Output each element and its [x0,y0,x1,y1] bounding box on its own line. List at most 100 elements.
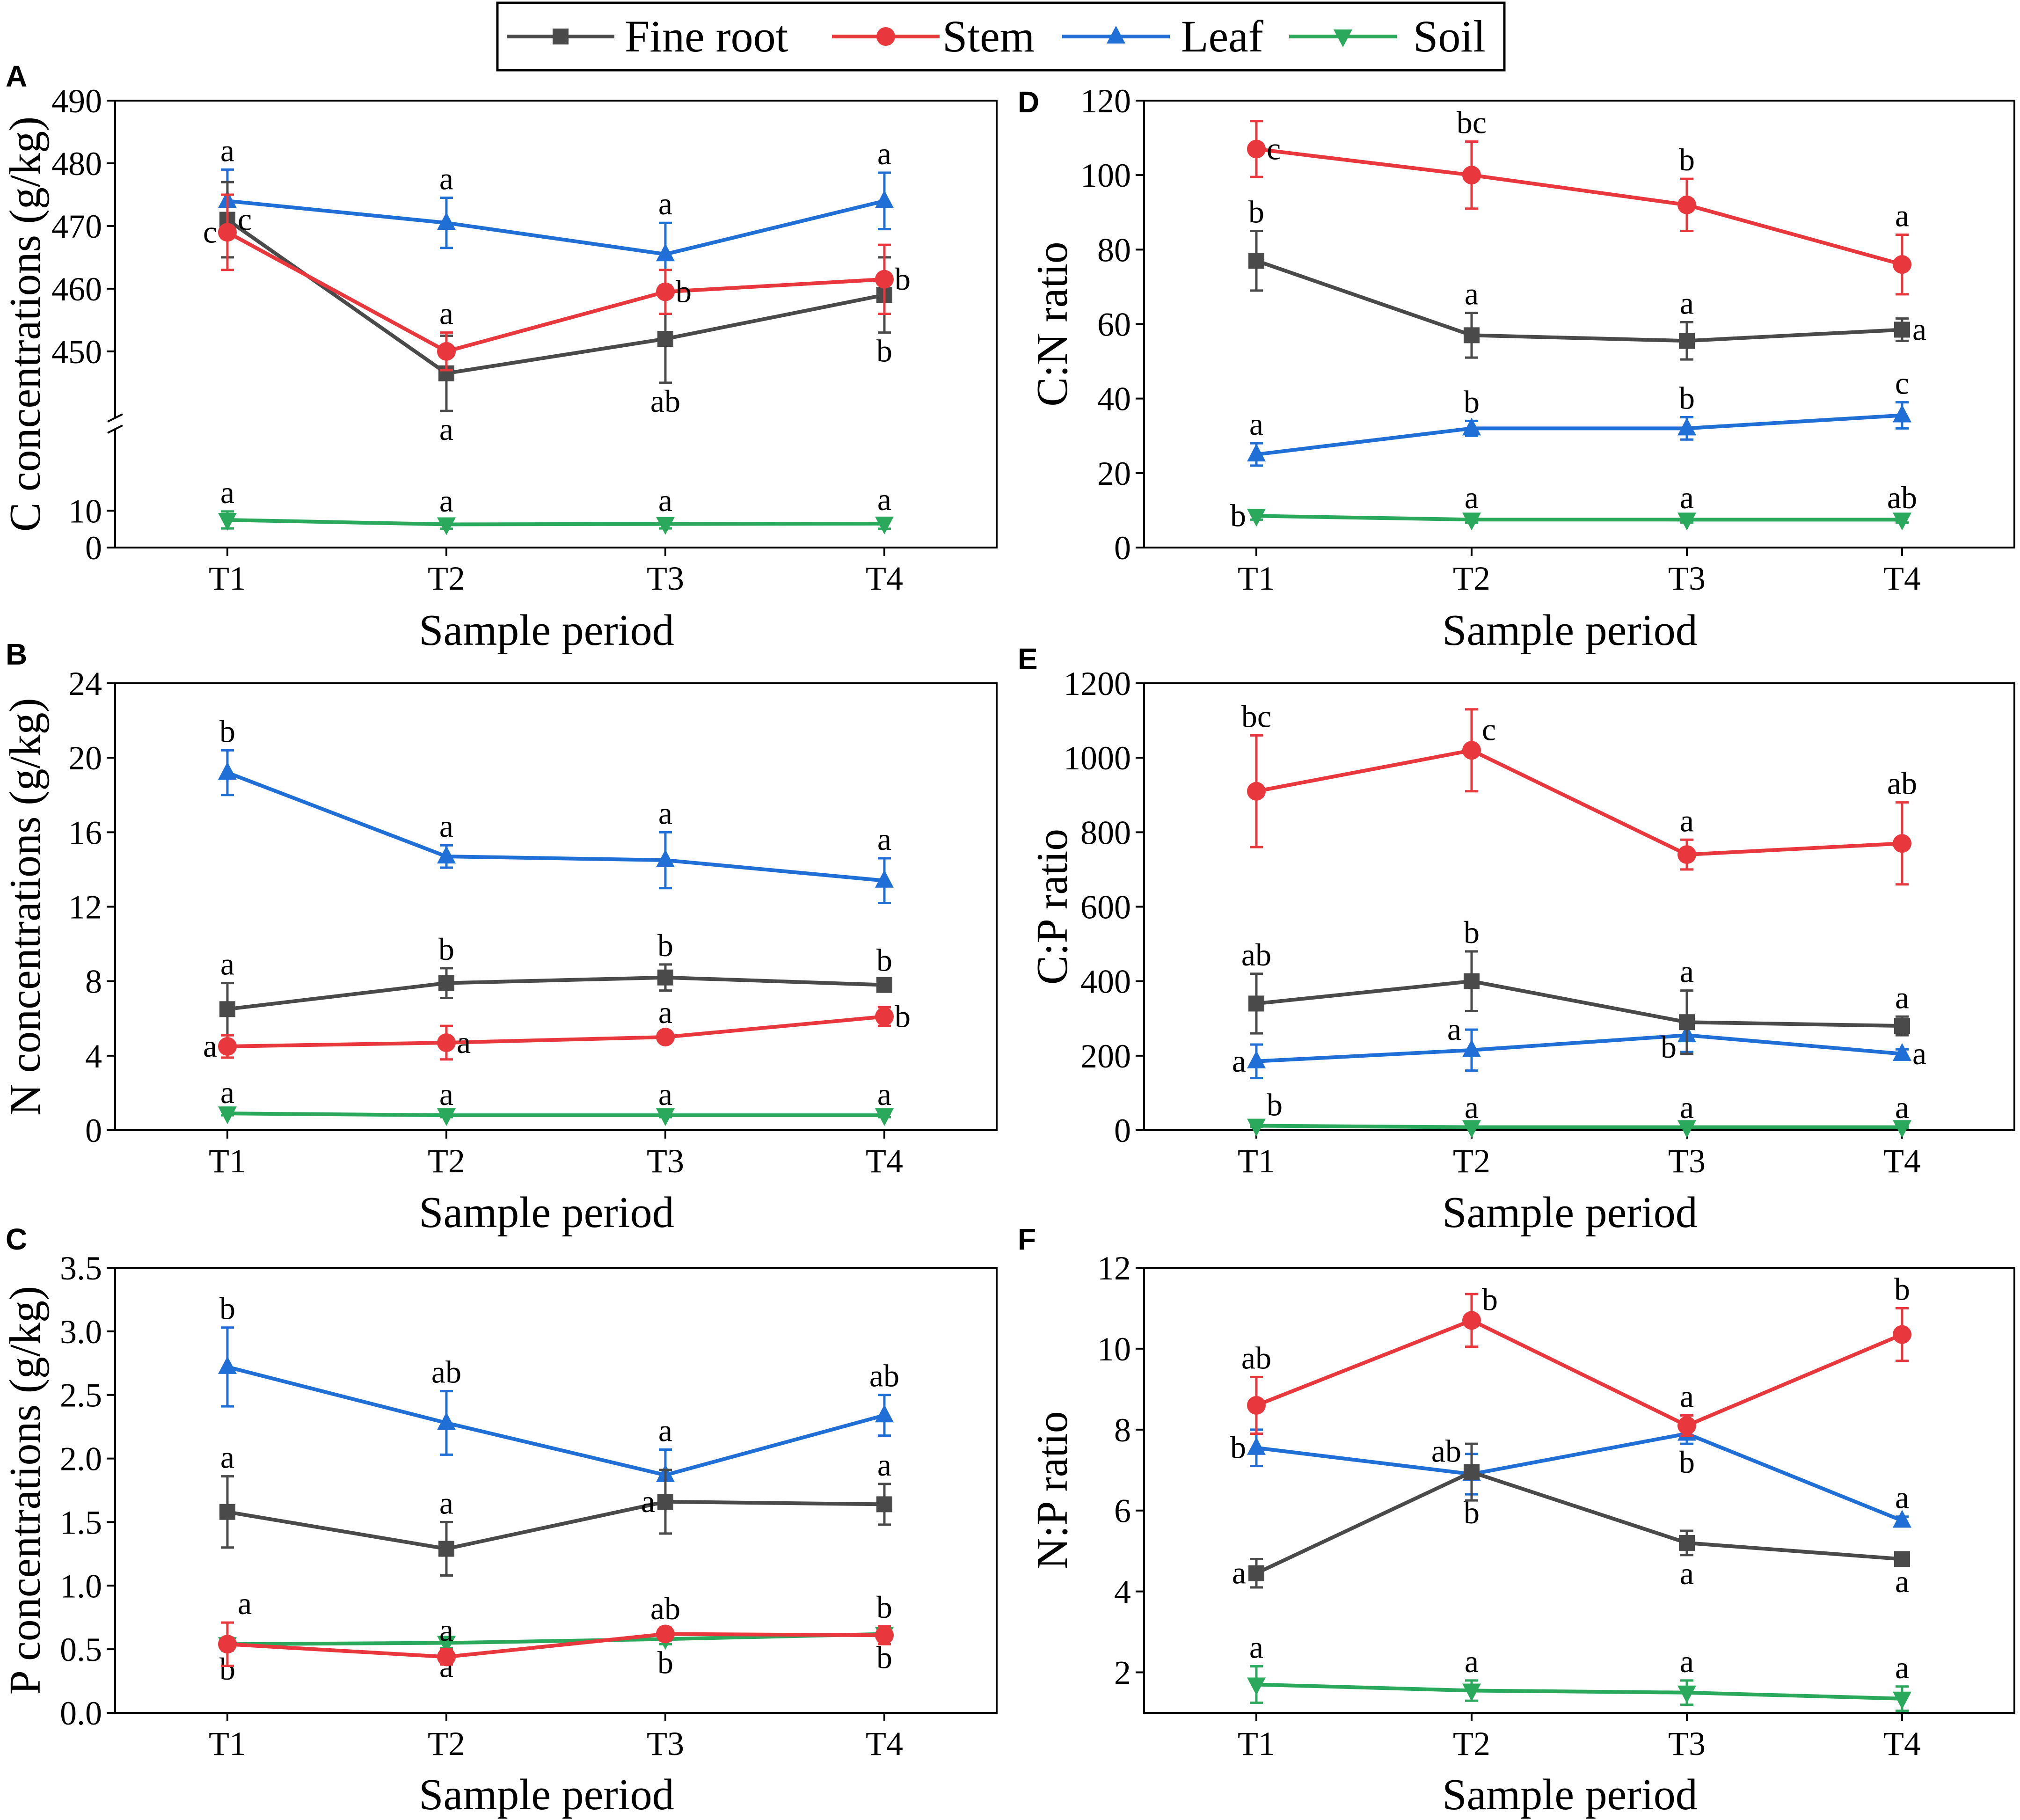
data-point [1677,1685,1696,1703]
x-tick-label: T3 [1668,1725,1706,1762]
x-tick-label: T2 [1453,1142,1490,1180]
significance-letter: b [657,928,673,963]
y-axis-title: N:P ratio [1028,1411,1077,1570]
data-point [656,517,675,535]
series-line-leaf [226,771,885,883]
y-tick-label: 2 [1114,1654,1131,1692]
series-line-leaf [227,199,885,256]
y-tick-label: 60 [1097,306,1131,344]
y-tick-label: 12 [1097,1250,1131,1287]
series-line-leaf [1256,1033,1903,1063]
legend-marker-leaf [1107,26,1125,44]
x-tick-label: T1 [209,1725,246,1762]
legend-marker-fine-root [553,29,569,44]
y-tick-label: 480 [51,145,102,183]
significance-letter: a [1447,1011,1461,1047]
data-point [1894,1018,1910,1034]
panel-letter: D [1018,85,1039,119]
x-tick-label: T2 [428,1142,465,1180]
significance-letter: a [658,994,672,1030]
data-point [1464,973,1480,989]
significance-letter: a [658,482,672,518]
series-leaf: a b b c [1247,365,1911,467]
significance-letter: a [439,483,453,519]
significance-letter: b [676,274,692,309]
y-tick-label: 6 [1114,1492,1131,1530]
data-point [656,243,675,262]
y-tick-label: 10 [1097,1330,1131,1368]
y-tick-label: 600 [1080,889,1131,926]
data-point [875,190,894,208]
data-point [1677,195,1696,214]
x-axis-title: Sample period [419,606,674,655]
series-line-stem [227,1632,885,1659]
x-tick-label: T3 [647,560,684,597]
panel-e: 0 200 400 600 800 1000 1200 T1 T2 T3 T4 Sample peri… [1018,642,2015,1237]
y-tick-label: 8 [85,963,102,1001]
data-point [1893,1120,1911,1138]
x-axis-title: Sample period [1442,1188,1698,1237]
y-tick-label: 20 [68,739,102,777]
series-leaf: b a a a [218,713,894,905]
significance-letter: a [877,821,891,857]
significance-letter: a [220,1440,234,1475]
y-axis-title: C concentrations (g/kg) [1,117,50,532]
significance-letter: c [1482,711,1496,747]
data-point [218,1356,237,1374]
data-point [1893,1325,1911,1344]
legend-label-fine-root: Fine root [625,11,788,61]
legend-item-stem: Stem [832,11,1035,61]
data-point [876,1496,892,1513]
significance-letter: a [1680,1556,1694,1591]
significance-letter: c [1895,365,1909,401]
data-point [1677,512,1696,531]
significance-letter: a [439,808,453,844]
significance-letter: a [1232,1555,1246,1591]
data-point [1247,139,1266,159]
significance-letter: a [1895,1650,1909,1685]
data-point [657,1493,673,1510]
series-leaf: a a a a [218,132,894,287]
plot-frame [1143,1267,2015,1714]
plot-frame [114,1267,998,1714]
plot-frame [114,682,998,1131]
significance-letter: ab [650,1591,680,1626]
significance-letter: b [1894,1271,1910,1307]
significance-letter: b [657,1645,673,1680]
significance-letter: a [1912,311,1926,347]
data-point [1677,845,1696,864]
significance-letter: a [1249,1630,1263,1665]
data-point [656,1624,675,1644]
x-tick-label: T3 [1668,1142,1706,1180]
series-stem: c bc b a [1247,105,1911,296]
series-line-fine-root [227,975,885,1011]
significance-letter: ab [1887,480,1917,515]
data-point [437,517,456,535]
significance-letter: a [439,1612,453,1648]
significance-letter: a [1680,1379,1694,1414]
series-line-leaf [1256,413,1903,457]
series-line-stem [227,1015,885,1048]
significance-letter: b [876,1639,892,1675]
significance-letter: a [1680,803,1694,838]
significance-letter: a [1680,480,1694,515]
data-point [218,1037,237,1056]
significance-letter: a [1465,1089,1479,1125]
data-point [1893,404,1911,423]
series-stem: bc c a ab [1241,698,1917,886]
significance-letter: a [1232,1043,1246,1079]
data-point [1893,834,1911,853]
data-point [1247,1396,1266,1415]
data-point [437,1647,456,1667]
data-point [1247,1437,1266,1455]
significance-letter: ab [650,383,680,419]
significance-letter: a [238,1586,252,1621]
plot-frame [1143,682,2015,1131]
series-fine-root: a a a a [219,1440,892,1577]
y-tick-label: 2.0 [60,1440,102,1478]
